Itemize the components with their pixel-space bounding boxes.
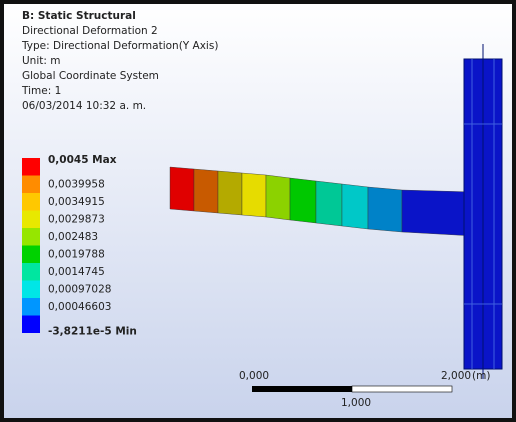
legend-label: 0,0014745 bbox=[48, 266, 105, 278]
scale-middle: 1,000 bbox=[341, 397, 371, 409]
legend-label: 0,00046603 bbox=[48, 301, 111, 313]
legend-swatch bbox=[22, 228, 40, 246]
scale-end: 2,000 bbox=[441, 370, 471, 382]
header-lines: Directional Deformation 2 Type: Direction… bbox=[21, 25, 218, 112]
viewport: B: Static Structural Directional Deforma… bbox=[0, 0, 516, 422]
legend-label: 0,0039958 bbox=[48, 179, 105, 191]
scale-unit: (m) bbox=[472, 370, 490, 382]
header-line: Directional Deformation 2 bbox=[22, 25, 158, 37]
legend-swatch bbox=[22, 298, 40, 316]
legend-label: 0,0034915 bbox=[48, 196, 105, 208]
legend: 0,0045 Max 0,0039958 0,0034915 0,0029873 0,0… bbox=[22, 154, 137, 338]
header-line: Unit: m bbox=[22, 55, 60, 67]
scale-start: 0,000 bbox=[239, 370, 269, 382]
legend-swatch bbox=[22, 281, 40, 299]
legend-label: 0,00097028 bbox=[48, 284, 111, 296]
column bbox=[464, 44, 502, 379]
legend-swatch bbox=[22, 263, 40, 281]
header-line: 06/03/2014 10:32 a. m. bbox=[22, 100, 146, 112]
legend-label: 0,0029873 bbox=[48, 214, 105, 226]
legend-swatch bbox=[22, 246, 40, 264]
legend-swatch bbox=[22, 211, 40, 229]
header-line: Type: Directional Deformation(Y Axis) bbox=[21, 40, 218, 52]
legend-label: 0,0019788 bbox=[48, 249, 105, 261]
legend-label: -3,8211e-5 Min bbox=[48, 326, 137, 338]
legend-swatch bbox=[22, 176, 40, 194]
header-line: Global Coordinate System bbox=[22, 70, 159, 82]
legend-label: 0,0045 Max bbox=[48, 154, 117, 166]
scale-bar: 0,000 2,000 (m) 1,000 bbox=[239, 370, 490, 409]
scene: B: Static Structural Directional Deforma… bbox=[4, 4, 512, 418]
legend-swatch bbox=[22, 316, 40, 334]
legend-swatch bbox=[22, 158, 40, 176]
legend-label: 0,002483 bbox=[48, 231, 98, 243]
header-line: Time: 1 bbox=[21, 85, 61, 97]
beam bbox=[170, 167, 474, 236]
title: B: Static Structural bbox=[22, 10, 136, 22]
legend-swatch bbox=[22, 193, 40, 211]
